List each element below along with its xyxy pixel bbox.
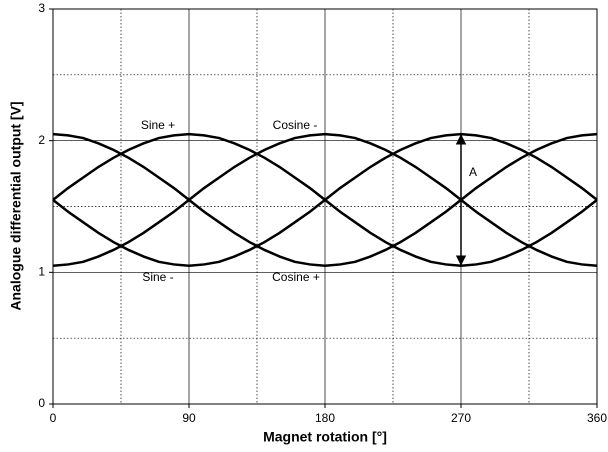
- series-line: [52, 132, 598, 268]
- x-tick-label: 360: [587, 411, 607, 425]
- x-tick-label: 0: [50, 411, 57, 425]
- y-axis-title: Analogue differential output [V]: [8, 101, 24, 310]
- annotation: A: [469, 165, 477, 179]
- series-line: [52, 132, 598, 267]
- y-tick-label: 2: [38, 133, 45, 147]
- series-line: [52, 132, 598, 268]
- series-label: Sine -: [142, 270, 173, 284]
- y-tick-label: 1: [38, 265, 45, 279]
- plot-frame: [52, 8, 598, 405]
- series-label: Cosine +: [272, 270, 320, 284]
- series-label: Sine +: [141, 118, 175, 132]
- y-tick-label: 3: [38, 1, 45, 15]
- x-tick-label: 180: [315, 411, 335, 425]
- x-tick-label: 270: [451, 411, 471, 425]
- x-tick-label: 90: [182, 411, 196, 425]
- series-label: Cosine -: [273, 118, 318, 132]
- y-tick-label: 0: [38, 396, 45, 410]
- x-axis-title: Magnet rotation [°]: [263, 429, 387, 445]
